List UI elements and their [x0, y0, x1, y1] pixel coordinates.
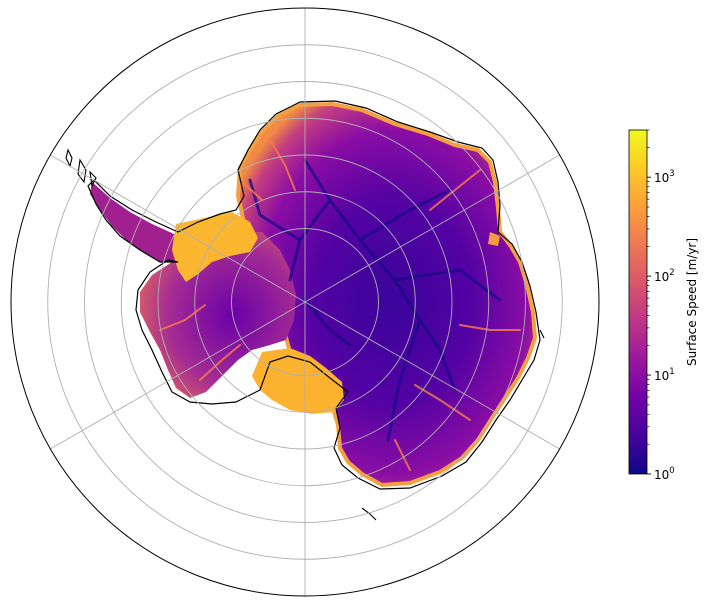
west-antarctica-ice [140, 232, 296, 398]
continent [65, 100, 545, 521]
graticule [47, 8, 563, 596]
amery-ice-shelf [488, 232, 500, 246]
colorbar-tick-label: 101 [654, 367, 675, 383]
meridian-line [50, 154, 306, 303]
antarctic-peninsula-ice [90, 182, 186, 262]
meridian-line [304, 301, 560, 450]
colorbar-tick-label: 103 [654, 169, 675, 185]
ross-ice-shelf [252, 348, 344, 414]
meridian-line [304, 154, 560, 303]
colorbar-tick-label: 102 [654, 268, 675, 284]
colorbar: 100 101 102 103 Surface Speed [m/yr] [628, 129, 699, 482]
islands [65, 148, 545, 521]
coastline [87, 100, 541, 490]
ice-streams [159, 139, 521, 471]
slow-ice-divides [248, 158, 502, 442]
colorbar-ticks: 100 101 102 103 [647, 129, 675, 482]
meridian-line [50, 301, 306, 450]
colorbar-gradient [628, 129, 648, 475]
ronne-filchner-ice-shelf [172, 212, 258, 282]
map-frame [10, 7, 600, 597]
colorbar-label: Surface Speed [m/yr] [685, 238, 699, 366]
colorbar-tick-label: 100 [654, 466, 675, 482]
